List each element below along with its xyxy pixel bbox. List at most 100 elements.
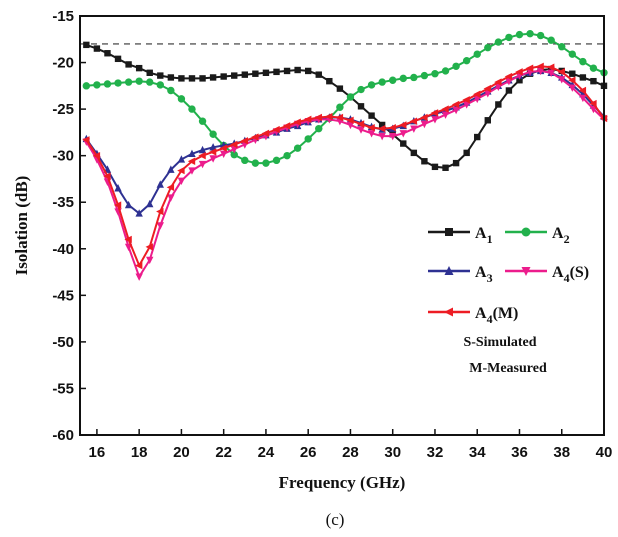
data-point (177, 166, 185, 175)
data-point (526, 29, 534, 38)
data-point (568, 84, 577, 92)
data-point (230, 145, 238, 154)
data-point (346, 93, 355, 101)
data-point (104, 50, 111, 57)
y-axis-label: Isolation (dB) (12, 176, 31, 276)
data-point (230, 151, 238, 159)
x-tick-label: 18 (131, 444, 148, 461)
data-point (294, 66, 301, 74)
data-point (198, 160, 207, 169)
data-point (494, 78, 502, 86)
data-point (82, 136, 90, 144)
data-point (124, 200, 133, 209)
data-point (579, 94, 587, 103)
data-point (251, 159, 260, 167)
data-point (547, 36, 555, 44)
legend-item: A4(S) (505, 264, 589, 285)
data-point (124, 235, 132, 244)
data-point (146, 69, 153, 76)
x-tick-label: 32 (427, 444, 444, 461)
legend-notes: S-Simulated M-Measured (463, 335, 547, 376)
data-point (521, 227, 531, 237)
data-point (484, 90, 492, 98)
data-point (293, 144, 302, 152)
data-point (135, 64, 143, 72)
y-tick-label: -40 (52, 241, 74, 258)
x-tick-label: 24 (258, 444, 275, 461)
y-tick-label: -30 (52, 148, 74, 165)
data-point (113, 201, 122, 209)
data-point (188, 149, 196, 158)
x-tick-label: 40 (596, 444, 613, 461)
data-point (441, 105, 449, 113)
data-point (536, 31, 545, 40)
data-point (230, 140, 238, 149)
data-point (336, 103, 344, 111)
y-tick-label: -45 (52, 287, 74, 304)
legend-item: A3 (428, 264, 493, 285)
data-point (199, 75, 206, 82)
data-point (293, 118, 301, 126)
data-point (546, 63, 555, 71)
data-point (505, 87, 513, 94)
data-point (167, 194, 175, 202)
data-point (431, 163, 439, 171)
series-A2 (82, 29, 608, 167)
data-point (178, 75, 185, 82)
legend-label: A4(M) (475, 305, 518, 326)
data-point (505, 77, 513, 86)
data-point (409, 117, 418, 125)
data-point (410, 125, 418, 133)
data-point (521, 267, 531, 276)
y-tick-label: -35 (52, 194, 74, 211)
data-point (146, 199, 154, 208)
x-axis-label: Frequency (GHz) (279, 473, 406, 492)
data-point (188, 105, 196, 113)
data-point (589, 64, 598, 72)
data-point (93, 81, 101, 89)
data-point (378, 78, 386, 86)
legend-item: A4(M) (428, 305, 518, 326)
data-point (378, 132, 386, 141)
legend-note: M-Measured (469, 361, 547, 376)
legend-label: A1 (475, 225, 493, 246)
data-point (444, 307, 453, 317)
series-line (86, 32, 605, 165)
legend: A1 A2 A3 A4(S) A4(M) (428, 225, 589, 326)
data-point (389, 132, 397, 141)
x-tick-label: 28 (342, 444, 359, 461)
data-point (283, 151, 291, 160)
data-point (463, 149, 470, 157)
data-point (399, 74, 407, 83)
data-point (135, 209, 143, 217)
series-A1 (83, 41, 608, 171)
data-point (367, 81, 376, 89)
data-point (484, 117, 491, 124)
data-point (399, 130, 407, 138)
data-point (590, 77, 597, 85)
data-point (251, 133, 259, 141)
data-point (167, 86, 175, 95)
data-point (219, 144, 227, 152)
data-point (315, 124, 323, 133)
data-point (558, 76, 566, 84)
data-point (483, 84, 491, 93)
y-tick-label: -55 (52, 380, 74, 397)
data-point (431, 70, 439, 78)
data-point (209, 74, 217, 81)
data-point (525, 64, 534, 72)
data-point (103, 80, 112, 88)
series-A4(M) (82, 62, 608, 270)
data-point (252, 70, 259, 77)
data-point (146, 256, 154, 265)
data-point (167, 74, 175, 81)
data-point (377, 124, 386, 133)
data-point (188, 167, 196, 175)
data-point (378, 121, 386, 129)
data-point (441, 67, 450, 75)
series-layer (82, 29, 608, 281)
data-point (198, 151, 206, 160)
data-point (262, 159, 270, 167)
data-point (198, 117, 207, 125)
